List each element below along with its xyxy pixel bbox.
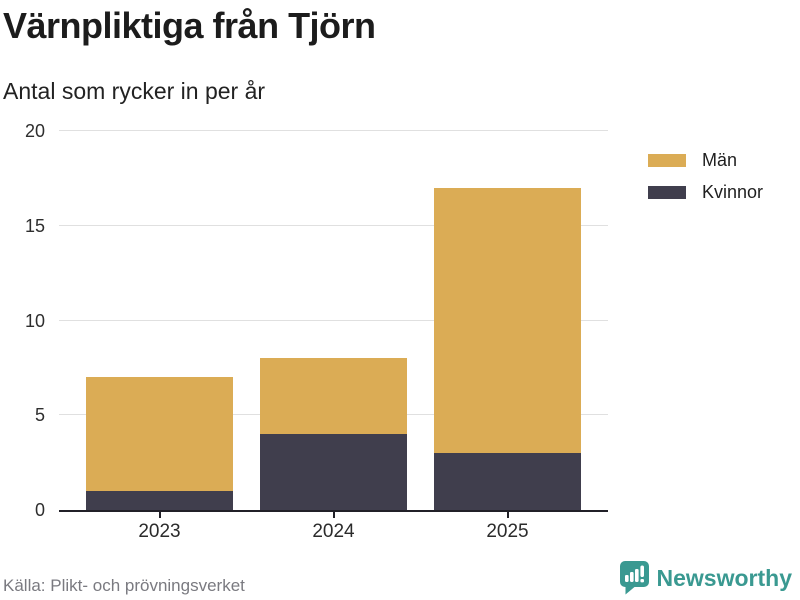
bar-segment-kvinnor bbox=[260, 434, 407, 510]
bar-segment-män bbox=[434, 187, 581, 454]
legend-swatch-män bbox=[648, 154, 686, 167]
source-text: Källa: Plikt- och prövningsverket bbox=[3, 576, 245, 595]
x-tick-slot bbox=[260, 512, 407, 518]
x-tick-label-2024: 2024 bbox=[312, 521, 355, 542]
bar-2024 bbox=[260, 358, 407, 510]
y-tick-label: 15 bbox=[24, 215, 45, 236]
y-tick-label: 10 bbox=[24, 310, 45, 331]
x-tick-mark bbox=[506, 512, 509, 518]
legend-row-män: Män bbox=[648, 150, 763, 171]
legend-swatch-kvinnor bbox=[648, 186, 686, 199]
bar-segment-män bbox=[260, 358, 407, 435]
x-tick-label-2025: 2025 bbox=[486, 521, 529, 542]
gridline bbox=[59, 130, 608, 131]
bar-2023 bbox=[86, 377, 233, 510]
y-tick-label: 5 bbox=[34, 405, 45, 426]
x-tick-mark bbox=[158, 512, 161, 518]
page-title: Värnpliktiga från Tjörn bbox=[3, 5, 376, 46]
legend-label-män: Män bbox=[702, 150, 738, 170]
x-tick-mark bbox=[332, 512, 335, 518]
legend-row-kvinnor: Kvinnor bbox=[648, 182, 763, 203]
newsworthy-wordmark: Newsworthy bbox=[656, 564, 792, 591]
bar-2025 bbox=[434, 187, 581, 510]
y-tick-label: 20 bbox=[24, 121, 45, 141]
chart-subtitle: Antal som rycker in per år bbox=[3, 78, 266, 104]
y-tick-label: 0 bbox=[34, 500, 45, 520]
legend-label-kvinnor: Kvinnor bbox=[702, 182, 764, 202]
newsworthy-logo[interactable]: Newsworthy bbox=[619, 560, 792, 596]
bar-segment-kvinnor bbox=[86, 491, 233, 510]
x-axis-ticks bbox=[59, 512, 608, 518]
x-tick-label-2023: 2023 bbox=[138, 521, 181, 542]
y-axis-labels: 0 5 10 15 20 bbox=[0, 122, 45, 519]
gridline bbox=[59, 319, 608, 321]
legend: Män Kvinnor bbox=[648, 150, 763, 203]
bars bbox=[59, 131, 608, 510]
plot-area bbox=[59, 130, 608, 512]
bar-segment-kvinnor bbox=[434, 453, 581, 510]
newsworthy-bubble-chart-icon bbox=[619, 560, 650, 596]
bar-segment-män bbox=[86, 377, 233, 492]
x-tick-slot bbox=[434, 512, 581, 518]
x-axis-labels: 2023 2024 2025 bbox=[59, 521, 608, 543]
x-tick-slot bbox=[86, 512, 233, 518]
gridline bbox=[59, 224, 608, 226]
